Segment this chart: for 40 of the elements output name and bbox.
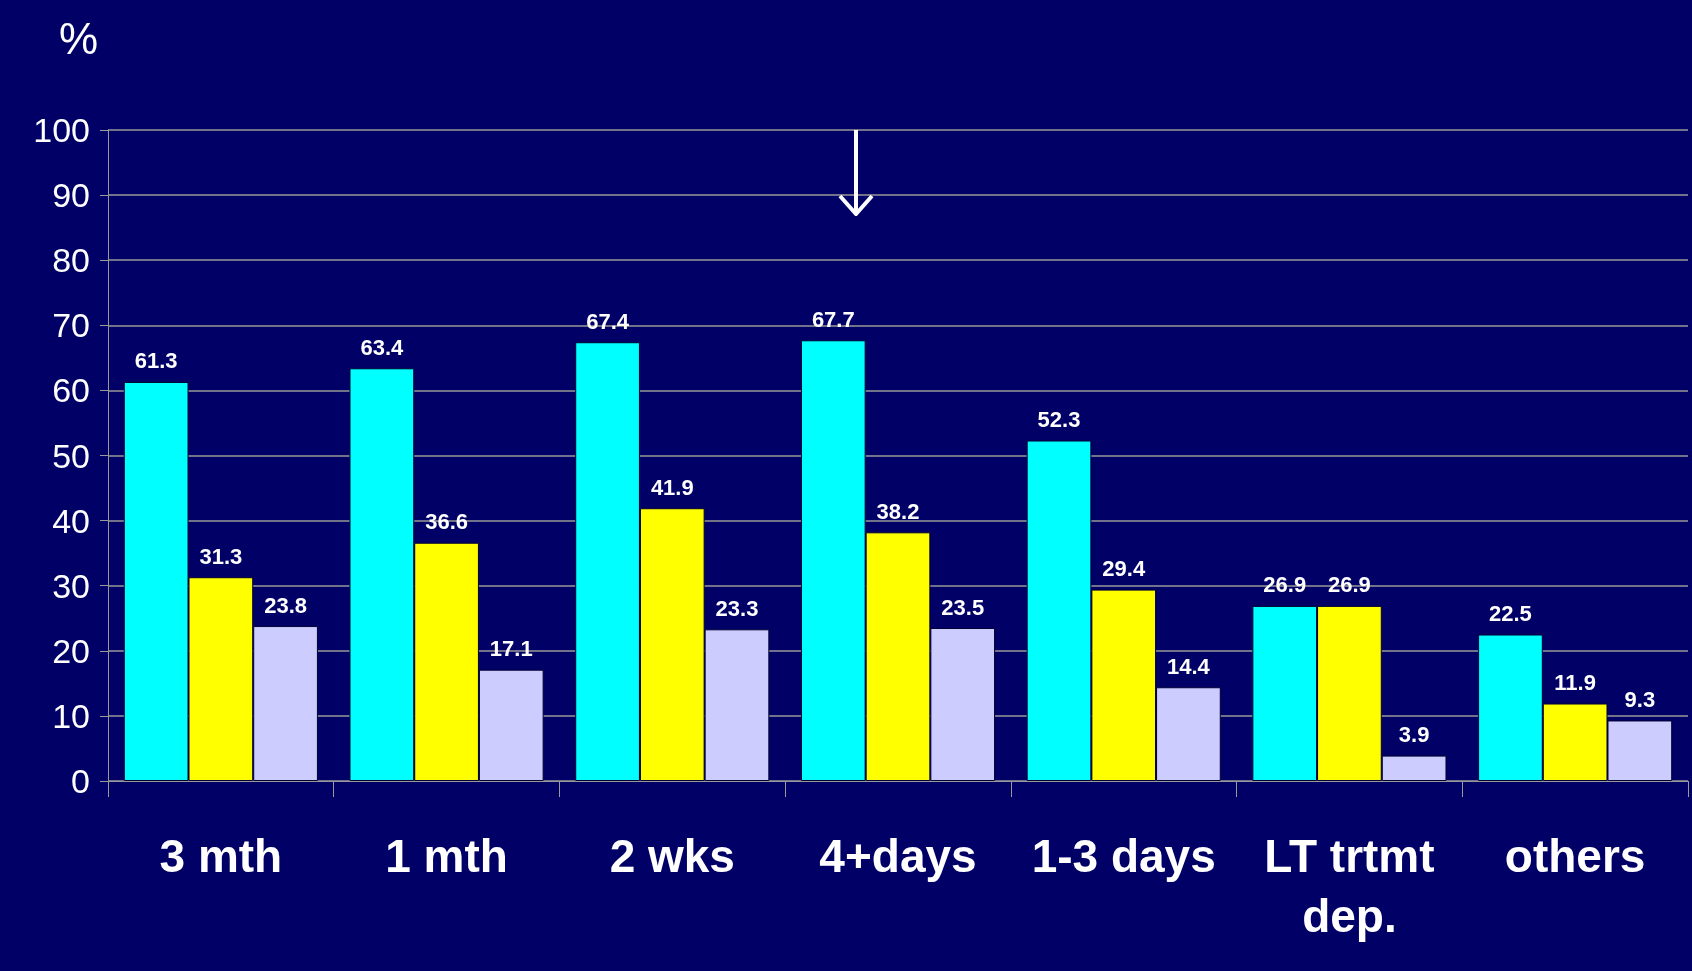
y-tick-label: 40 bbox=[52, 501, 90, 540]
y-tick-label: 80 bbox=[52, 241, 90, 280]
data-label: 26.9 bbox=[1328, 572, 1371, 598]
data-label: 67.4 bbox=[586, 308, 630, 334]
data-label: 17.1 bbox=[489, 636, 533, 662]
y-tick-label: 0 bbox=[71, 762, 90, 800]
y-tick-label: 20 bbox=[52, 631, 90, 670]
y-axis-title: % bbox=[58, 13, 98, 63]
data-label: 67.7 bbox=[811, 306, 855, 332]
data-label: 23.8 bbox=[264, 592, 307, 618]
data-label: 11.9 bbox=[1554, 670, 1596, 696]
x-tick-label: 4+days bbox=[819, 830, 977, 882]
x-tick-label: 1-3 days bbox=[1031, 830, 1216, 882]
data-label: 61.3 bbox=[134, 348, 178, 374]
data-label: 23.3 bbox=[715, 595, 759, 621]
data-label: 29.4 bbox=[1102, 556, 1146, 582]
data-label: 3.9 bbox=[1398, 722, 1430, 748]
x-tick-label: 2 wks bbox=[609, 830, 735, 882]
data-label: 38.2 bbox=[876, 498, 920, 524]
data-label: 63.4 bbox=[360, 334, 405, 360]
x-tick-label: 1 mth bbox=[385, 830, 508, 882]
data-label: 36.6 bbox=[425, 509, 468, 535]
x-tick-label: others bbox=[1504, 830, 1646, 882]
x-tick-label: LT trtmt dep. bbox=[1264, 830, 1435, 942]
data-label: 52.3 bbox=[1037, 407, 1081, 433]
y-tick-label: 60 bbox=[52, 371, 90, 410]
y-tick-label: 100 bbox=[33, 111, 90, 149]
x-tick-label: 3 mth bbox=[159, 830, 283, 882]
y-tick-label: 10 bbox=[52, 696, 90, 735]
y-tick-label: 50 bbox=[52, 436, 90, 475]
data-label: 26.9 bbox=[1263, 572, 1307, 598]
data-label: 22.5 bbox=[1489, 601, 1532, 627]
y-tick-label: 30 bbox=[52, 566, 90, 605]
data-label: 14.4 bbox=[1167, 653, 1211, 679]
data-label: 31.3 bbox=[199, 543, 243, 569]
y-tick-label: 70 bbox=[52, 306, 90, 345]
data-label: 41.9 bbox=[650, 474, 694, 500]
data-label: 9.3 bbox=[1624, 686, 1656, 712]
y-tick-label: 90 bbox=[52, 176, 90, 215]
data-label: 23.5 bbox=[941, 594, 985, 620]
